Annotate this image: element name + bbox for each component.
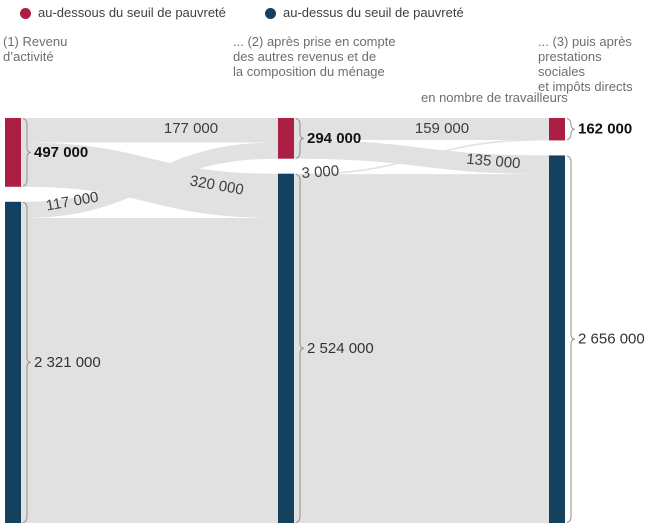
legend-dot-below-icon <box>20 7 31 19</box>
legend-item-below-poverty: au-dessous du seuil de pauvreté <box>20 6 226 20</box>
brace-c0_above <box>22 201 32 523</box>
node-c1_above <box>278 173 294 524</box>
flow-c1_above-c2_above <box>294 174 549 523</box>
unit-note: en nombre de travailleurs <box>421 90 568 105</box>
legend-dot-above-icon <box>265 7 276 19</box>
brace-c2_above <box>566 155 576 523</box>
flow-label-c1_below-c2_below: 159 000 <box>415 120 469 137</box>
column-header-other-income-household: ... (2) après prise en compte des autres… <box>233 34 396 79</box>
brace-c0_below <box>22 118 32 187</box>
label-c1_below: 294 000 <box>307 130 361 147</box>
column-header-social-benefits-taxes: ... (3) puis après prestations sociales … <box>538 34 633 94</box>
legend-label-above: au-dessus du seuil de pauvreté <box>283 5 464 20</box>
node-c2_below <box>549 118 565 141</box>
brace-c1_below <box>295 118 305 159</box>
legend-label-below: au-dessous du seuil de pauvreté <box>38 5 226 20</box>
label-c0_above: 2 321 000 <box>34 354 101 371</box>
node-c0_above <box>5 201 21 523</box>
label-c2_above: 2 656 000 <box>578 331 645 348</box>
flow-c0_above-c1_below <box>21 142 278 218</box>
flow-c0_below-c1_below <box>21 118 278 143</box>
node-c1_below <box>278 118 294 159</box>
flow-label-c0_below-c1_below: 177 000 <box>164 120 218 137</box>
brace-c1_above <box>295 173 305 523</box>
flow-c0_above-c1_above <box>21 217 278 523</box>
node-c0_below <box>5 118 21 187</box>
flow-label-c1_above-c2_below: 3 000 <box>301 162 340 182</box>
label-c2_below: 162 000 <box>578 121 632 138</box>
label-c1_above: 2 524 000 <box>307 340 374 357</box>
label-c0_below: 497 000 <box>34 144 88 161</box>
flow-label-c1_below-c2_above: 135 000 <box>466 151 522 173</box>
legend-item-above-poverty: au-dessus du seuil de pauvreté <box>265 6 464 20</box>
column-header-activity-income: (1) Revenu d’activité <box>3 34 68 64</box>
node-c2_above <box>549 155 565 523</box>
flow-c1_above-c2_below <box>294 138 549 176</box>
brace-c2_below <box>566 118 576 141</box>
flow-c1_below-c2_below <box>294 118 549 141</box>
